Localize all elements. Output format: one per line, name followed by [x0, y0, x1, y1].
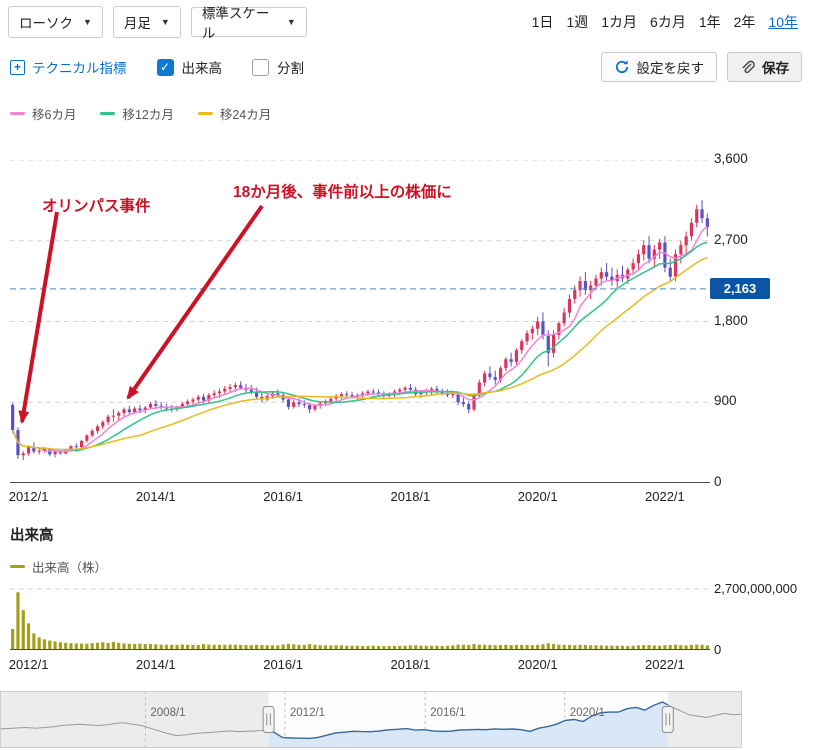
price-y-axis-label: 3,600: [714, 151, 748, 166]
annotation-18-months-later: 18か月後、事件前以上の株価に: [233, 184, 452, 201]
period-tab-1month[interactable]: 1カ月: [601, 14, 638, 30]
chevron-down-icon: ▼: [83, 16, 92, 27]
navigator-label: 2008/1: [150, 707, 185, 719]
x-axis-label: 2012/1: [8, 489, 49, 504]
chevron-down-icon: ▼: [160, 16, 170, 27]
volume-y-zero-label: 0: [714, 642, 722, 657]
legend-item-ma24: 移24カ月: [197, 104, 272, 123]
reset-settings-button[interactable]: 設定を戻す: [600, 52, 717, 82]
paperclip-icon: [740, 60, 755, 75]
controls-bar: + テクニカル指標 ✓ 出来高 分割 設定を戻す 保存: [0, 44, 828, 90]
period-tab-6months[interactable]: 6カ月: [650, 14, 686, 30]
period-tab-1year[interactable]: 1年: [698, 14, 721, 30]
price-y-axis: 0 900 1,800 2,700 3,600: [714, 151, 824, 490]
volume-chart[interactable]: [10, 588, 710, 652]
x-axis-label: 2012/1: [8, 657, 49, 672]
x-axis-label: 2016/1: [263, 657, 303, 672]
chevron-down-icon: ▼: [286, 16, 296, 27]
period-tab-2years[interactable]: 2年: [733, 14, 756, 30]
toolbar: ローソク ▼ 月足 ▼ 標準スケール ▼ 1日 1週 1カ月 6カ月 1年 2年…: [0, 0, 828, 44]
navigator-handle[interactable]: [661, 706, 674, 733]
price-y-axis-label: 0: [714, 474, 722, 489]
period-tab-1week[interactable]: 1週: [566, 14, 589, 30]
interval-label: 月足: [123, 16, 151, 31]
legend-item-ma12: 移12カ月: [100, 104, 174, 123]
price-y-axis-label: 2,700: [714, 232, 748, 247]
current-price-badge: 2,163: [710, 278, 770, 299]
price-x-axis: 2012/1 2014/1 2016/1 2018/1 2020/1 2022/1: [8, 489, 710, 505]
ma6-line-swatch: [10, 112, 25, 115]
chart-type-dropdown[interactable]: ローソク ▼: [8, 6, 103, 38]
x-axis-label: 2020/1: [517, 657, 558, 672]
x-axis-label: 2018/1: [390, 489, 431, 504]
period-tab-10years[interactable]: 10年: [768, 14, 798, 30]
price-chart[interactable]: [10, 159, 710, 483]
save-button[interactable]: 保存: [727, 52, 802, 82]
volume-line-swatch: [10, 565, 25, 568]
price-y-axis-label: 900: [714, 393, 737, 408]
ma-legend: 移6カ月 移12カ月 移24カ月: [10, 104, 271, 123]
volume-checkbox[interactable]: ✓ 出来高: [156, 57, 223, 77]
navigator-label: 2020/1: [570, 707, 605, 719]
x-axis-label: 2020/1: [517, 489, 558, 504]
ma24-line-swatch: [197, 112, 213, 115]
checkbox-checked-icon: ✓: [156, 58, 174, 76]
navigator-handle[interactable]: [262, 706, 275, 733]
range-navigator[interactable]: 2008/1 2012/1 2016/1 2020/1: [0, 691, 743, 748]
volume-checkbox-label: 出来高: [181, 61, 223, 76]
navigator-label: 2016/1: [430, 707, 465, 719]
period-tab-1day[interactable]: 1日: [531, 14, 554, 30]
chart-type-label: ローソク: [19, 16, 73, 31]
reset-settings-label: 設定を戻す: [636, 61, 705, 76]
save-label: 保存: [762, 61, 789, 76]
ma12-line-swatch: [100, 112, 116, 115]
period-selector: 1日 1週 1カ月 6カ月 1年 2年 10年: [532, 12, 798, 32]
ma12-legend-label: 移12カ月: [122, 108, 174, 122]
x-axis-label: 2022/1: [645, 657, 685, 672]
volume-x-axis: 2012/1 2014/1 2016/1 2018/1 2020/1 2022/1: [8, 657, 710, 673]
price-y-axis-label: 1,800: [714, 313, 748, 328]
add-square-icon: +: [10, 59, 25, 75]
technical-indicator-button[interactable]: + テクニカル指標: [10, 57, 127, 77]
volume-legend-label: 出来高（株）: [32, 561, 108, 575]
annotation-olympus-incident: オリンパス事件: [42, 198, 151, 215]
x-axis-label: 2014/1: [135, 489, 176, 504]
split-checkbox[interactable]: 分割: [252, 57, 304, 77]
x-axis-label: 2014/1: [135, 657, 176, 672]
x-axis-label: 2022/1: [645, 489, 685, 504]
legend-item-ma6: 移6カ月: [10, 104, 76, 123]
technical-indicator-label: テクニカル指標: [32, 61, 127, 76]
split-checkbox-label: 分割: [277, 61, 304, 76]
interval-dropdown[interactable]: 月足 ▼: [112, 6, 181, 38]
x-axis-label: 2018/1: [390, 657, 431, 672]
volume-y-max-label: 2,700,000,000: [714, 581, 798, 596]
ma24-legend-label: 移24カ月: [219, 108, 272, 122]
x-axis-label: 2016/1: [263, 489, 303, 504]
navigator-label: 2012/1: [290, 707, 325, 719]
scale-dropdown[interactable]: 標準スケール ▼: [190, 6, 307, 41]
refresh-icon: [614, 59, 630, 75]
scale-label: 標準スケール: [201, 6, 270, 41]
ma6-legend-label: 移6カ月: [32, 108, 77, 122]
volume-section-title: 出来高: [10, 528, 54, 544]
action-buttons: 設定を戻す 保存: [600, 52, 802, 82]
volume-legend: 出来高（株）: [10, 557, 107, 576]
checkbox-unchecked-icon: [252, 58, 269, 76]
